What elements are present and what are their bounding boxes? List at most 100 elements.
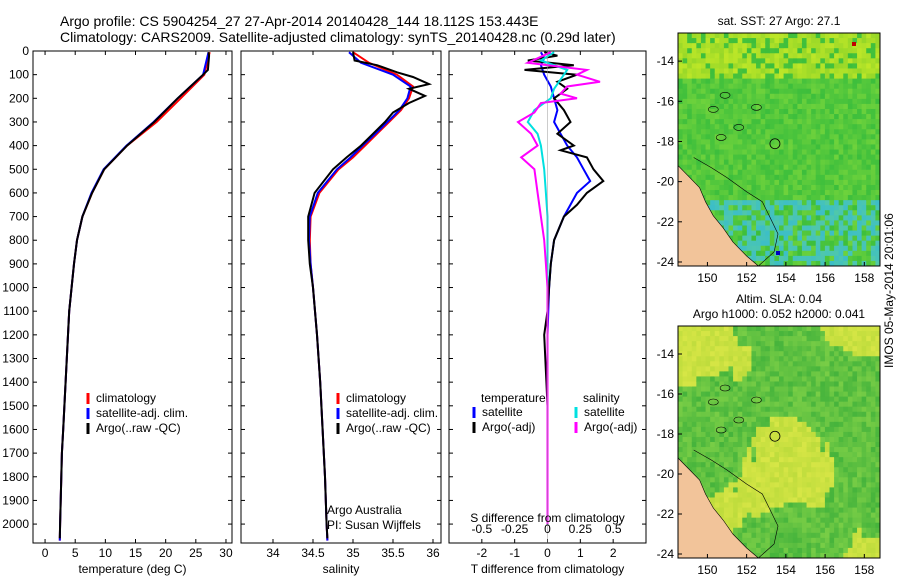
map-cell [797, 522, 803, 529]
sst-max-marker [852, 42, 856, 46]
map-cell [765, 356, 771, 362]
map-cell [737, 487, 743, 493]
map-cell [870, 371, 876, 377]
map-cell [801, 396, 808, 403]
map-cell [756, 431, 762, 438]
map-cell [714, 103, 720, 110]
map-cell [723, 200, 729, 206]
map-cell [857, 421, 863, 428]
map-cell [779, 164, 785, 171]
map-cell [875, 547, 881, 554]
map-cell [737, 43, 743, 49]
map-cell [705, 78, 711, 85]
map-cell [824, 33, 830, 39]
map-cell [714, 195, 720, 201]
map-cell [792, 472, 798, 478]
map-cell [691, 386, 697, 393]
map-cell [682, 63, 688, 69]
map-cell [861, 53, 867, 59]
map-cell [769, 88, 775, 95]
map-cell [870, 149, 876, 156]
map-cell [847, 426, 853, 433]
map-cell [737, 103, 743, 110]
map-cell [788, 512, 794, 519]
map-cell [700, 114, 707, 120]
map-cell [737, 200, 743, 206]
map-cell [714, 351, 720, 357]
map-cell [806, 210, 812, 216]
map-cell [700, 326, 707, 332]
y-tick-label: 1900 [2, 493, 29, 507]
map-cell [806, 381, 812, 388]
map-cell [696, 139, 702, 145]
map-cell [829, 78, 835, 85]
map-cell [733, 169, 739, 176]
map-cell [710, 78, 716, 85]
map-cell [866, 114, 872, 120]
map-cell [824, 356, 830, 362]
map-cell [843, 421, 849, 428]
map-cell [811, 200, 817, 206]
map-cell [682, 361, 688, 367]
map-cell [742, 361, 748, 367]
map-cell [742, 88, 748, 95]
map-cell [696, 351, 702, 357]
map-cell [797, 164, 803, 171]
map-cell [733, 346, 739, 352]
map-cell [829, 426, 835, 433]
map-cell [746, 346, 752, 352]
map-cell [834, 169, 840, 176]
map-cell [811, 215, 817, 221]
map-cell [815, 174, 821, 181]
map-cell [733, 33, 739, 39]
map-cell [838, 351, 844, 357]
map-cell [682, 38, 688, 44]
map-cell [824, 406, 830, 413]
map-cell [746, 245, 752, 252]
map-cell [792, 517, 798, 524]
map-cell [756, 68, 762, 75]
map-cell [783, 255, 789, 262]
map-cell [705, 381, 711, 388]
map-cell [824, 144, 830, 150]
map-cell [843, 497, 849, 504]
map-cell [788, 68, 794, 75]
map-cell [756, 43, 762, 49]
map-cell [788, 48, 794, 54]
map-cell [824, 220, 830, 226]
map-cell [820, 73, 826, 80]
map-cell [719, 406, 725, 413]
map-cell [779, 93, 785, 100]
map-cell [756, 497, 762, 504]
map-cell [857, 63, 863, 69]
map-cell [820, 366, 826, 372]
map-cell [700, 134, 707, 140]
map-cell [774, 487, 780, 493]
map-cell [824, 68, 830, 75]
map-cell [696, 93, 702, 100]
map-cell [760, 48, 766, 54]
map-cell [742, 436, 748, 443]
map-cell [870, 210, 876, 216]
map-cell [783, 108, 789, 115]
y-tick-label: 1100 [3, 304, 29, 318]
map-cell [788, 108, 794, 115]
map-cell [843, 114, 849, 120]
map-cell [820, 108, 826, 115]
map-cell [705, 38, 711, 44]
map-cell [820, 482, 826, 488]
map-cell [765, 542, 771, 549]
map-cell [723, 507, 729, 514]
map-cell [779, 336, 785, 342]
map-cell [687, 406, 693, 413]
map-cell [806, 68, 812, 75]
map-cell [751, 477, 757, 483]
map-cell [852, 411, 858, 418]
map-cell [691, 411, 697, 418]
map-cell [792, 58, 798, 64]
map-cell [820, 421, 826, 428]
map-cell [861, 406, 867, 413]
legend-label: satellite [584, 405, 625, 419]
map-cell [834, 108, 840, 115]
map-cell [861, 169, 867, 176]
